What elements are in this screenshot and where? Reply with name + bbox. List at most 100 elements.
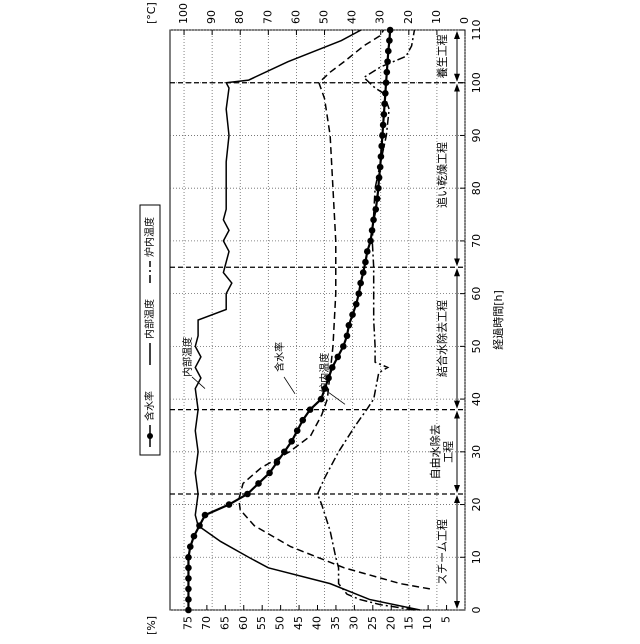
y-tick-label: 50 (274, 616, 287, 630)
data-point (288, 438, 295, 445)
legend-label: 炉内温度 (143, 217, 156, 257)
data-point (387, 27, 394, 34)
annotation: 内部温度 (181, 337, 194, 377)
y-tick-label: 75 (181, 616, 194, 630)
y2-tick-label: 20 (402, 10, 415, 24)
phase-label: 追い乾燥工程 (435, 142, 449, 208)
x-tick-label: 70 (470, 234, 483, 248)
legend-label: 内部温度 (143, 299, 156, 339)
y-tick-label: 35 (329, 616, 342, 630)
annotation: 炉内温度 (318, 353, 331, 393)
data-point (383, 79, 390, 86)
series-line (195, 30, 420, 610)
data-point (362, 259, 369, 266)
data-point (202, 512, 209, 519)
series-line (188, 30, 390, 610)
y2-tick-label: 10 (430, 10, 443, 24)
series-line (239, 30, 430, 589)
x-tick-label: 50 (470, 339, 483, 353)
x-tick-label: 60 (470, 287, 483, 301)
y2-tick-label: 90 (205, 10, 218, 24)
y2-tick-label: 40 (346, 10, 359, 24)
x-tick-label: 10 (470, 550, 483, 564)
y2-tick-label: 80 (233, 10, 246, 24)
data-point (364, 248, 371, 255)
legend-label: 含水率 (143, 391, 156, 421)
data-point (185, 565, 192, 572)
data-point (356, 290, 363, 297)
phase-label: 養生工程 (435, 34, 449, 78)
y2-tick-label: 50 (318, 10, 331, 24)
phase-label: 自由水除去工程 (428, 424, 455, 479)
data-point (379, 132, 386, 139)
data-point (340, 343, 347, 350)
annotation-leader (284, 377, 295, 394)
data-point (386, 37, 393, 44)
x-tick-label: 100 (470, 72, 483, 93)
plot-frame (170, 30, 465, 610)
x-tick-label: 30 (470, 445, 483, 459)
y2-tick-label: 100 (177, 3, 190, 24)
y2-tick-label: 30 (374, 10, 387, 24)
x-tick-label: 40 (470, 392, 483, 406)
y-tick-label: 30 (347, 616, 360, 630)
y2-tick-label: 60 (289, 10, 302, 24)
data-point (185, 596, 192, 603)
data-point (185, 607, 192, 614)
y-tick-label: 45 (292, 616, 305, 630)
data-point (385, 48, 392, 55)
x-tick-label: 20 (470, 498, 483, 512)
y-tick-label: 15 (403, 616, 416, 630)
data-point (244, 491, 251, 498)
data-point (318, 396, 325, 403)
data-point (380, 122, 387, 129)
phase-label: スチーム工程 (436, 519, 449, 585)
data-point (294, 427, 301, 434)
data-point (191, 533, 198, 540)
annotation-leader (192, 377, 205, 389)
y-tick-label: 65 (218, 616, 231, 630)
y-tick-label: 25 (366, 616, 379, 630)
data-point (381, 111, 388, 118)
y2-tick-label: 0 (458, 17, 471, 24)
data-point (299, 417, 306, 424)
data-point (307, 406, 314, 413)
y-tick-label: 40 (311, 616, 324, 630)
data-point (187, 543, 194, 550)
data-point (357, 280, 364, 287)
data-point (226, 501, 233, 508)
data-point (346, 322, 353, 329)
y-axis-title: [%] (145, 616, 158, 635)
data-point (255, 480, 262, 487)
y-tick-label: 10 (421, 616, 434, 630)
data-point (185, 586, 192, 593)
legend-marker (147, 433, 153, 439)
x-tick-label: 80 (470, 181, 483, 195)
data-point (360, 269, 367, 276)
data-point (185, 554, 192, 561)
x-axis-title: 経過時間[h] (492, 290, 505, 350)
x-tick-label: 110 (470, 20, 483, 41)
data-point (266, 470, 273, 477)
y2-tick-label: 70 (261, 10, 274, 24)
data-point (349, 311, 356, 318)
y-tick-label: 5 (440, 616, 453, 623)
annotation-leader (329, 393, 345, 405)
y2-axis-title: [°C] (145, 2, 158, 24)
phase-label: 結合水除去工程 (435, 300, 449, 377)
data-point (353, 301, 360, 308)
annotation: 含水率 (273, 342, 286, 372)
x-tick-label: 90 (470, 128, 483, 142)
legend: 含水率 内部温度 炉内温度 (140, 205, 160, 455)
y-tick-label: 70 (200, 616, 213, 630)
data-point (185, 575, 192, 582)
y-tick-label: 60 (237, 616, 250, 630)
data-point (378, 153, 385, 160)
chart: 0102030405060708090100110510152025303540… (0, 0, 640, 640)
data-point (344, 333, 351, 340)
rotated-chart: 0102030405060708090100110510152025303540… (140, 2, 505, 635)
y-tick-label: 20 (384, 616, 397, 630)
data-point (334, 354, 341, 361)
x-tick-label: 0 (470, 607, 483, 614)
data-point (384, 69, 391, 76)
